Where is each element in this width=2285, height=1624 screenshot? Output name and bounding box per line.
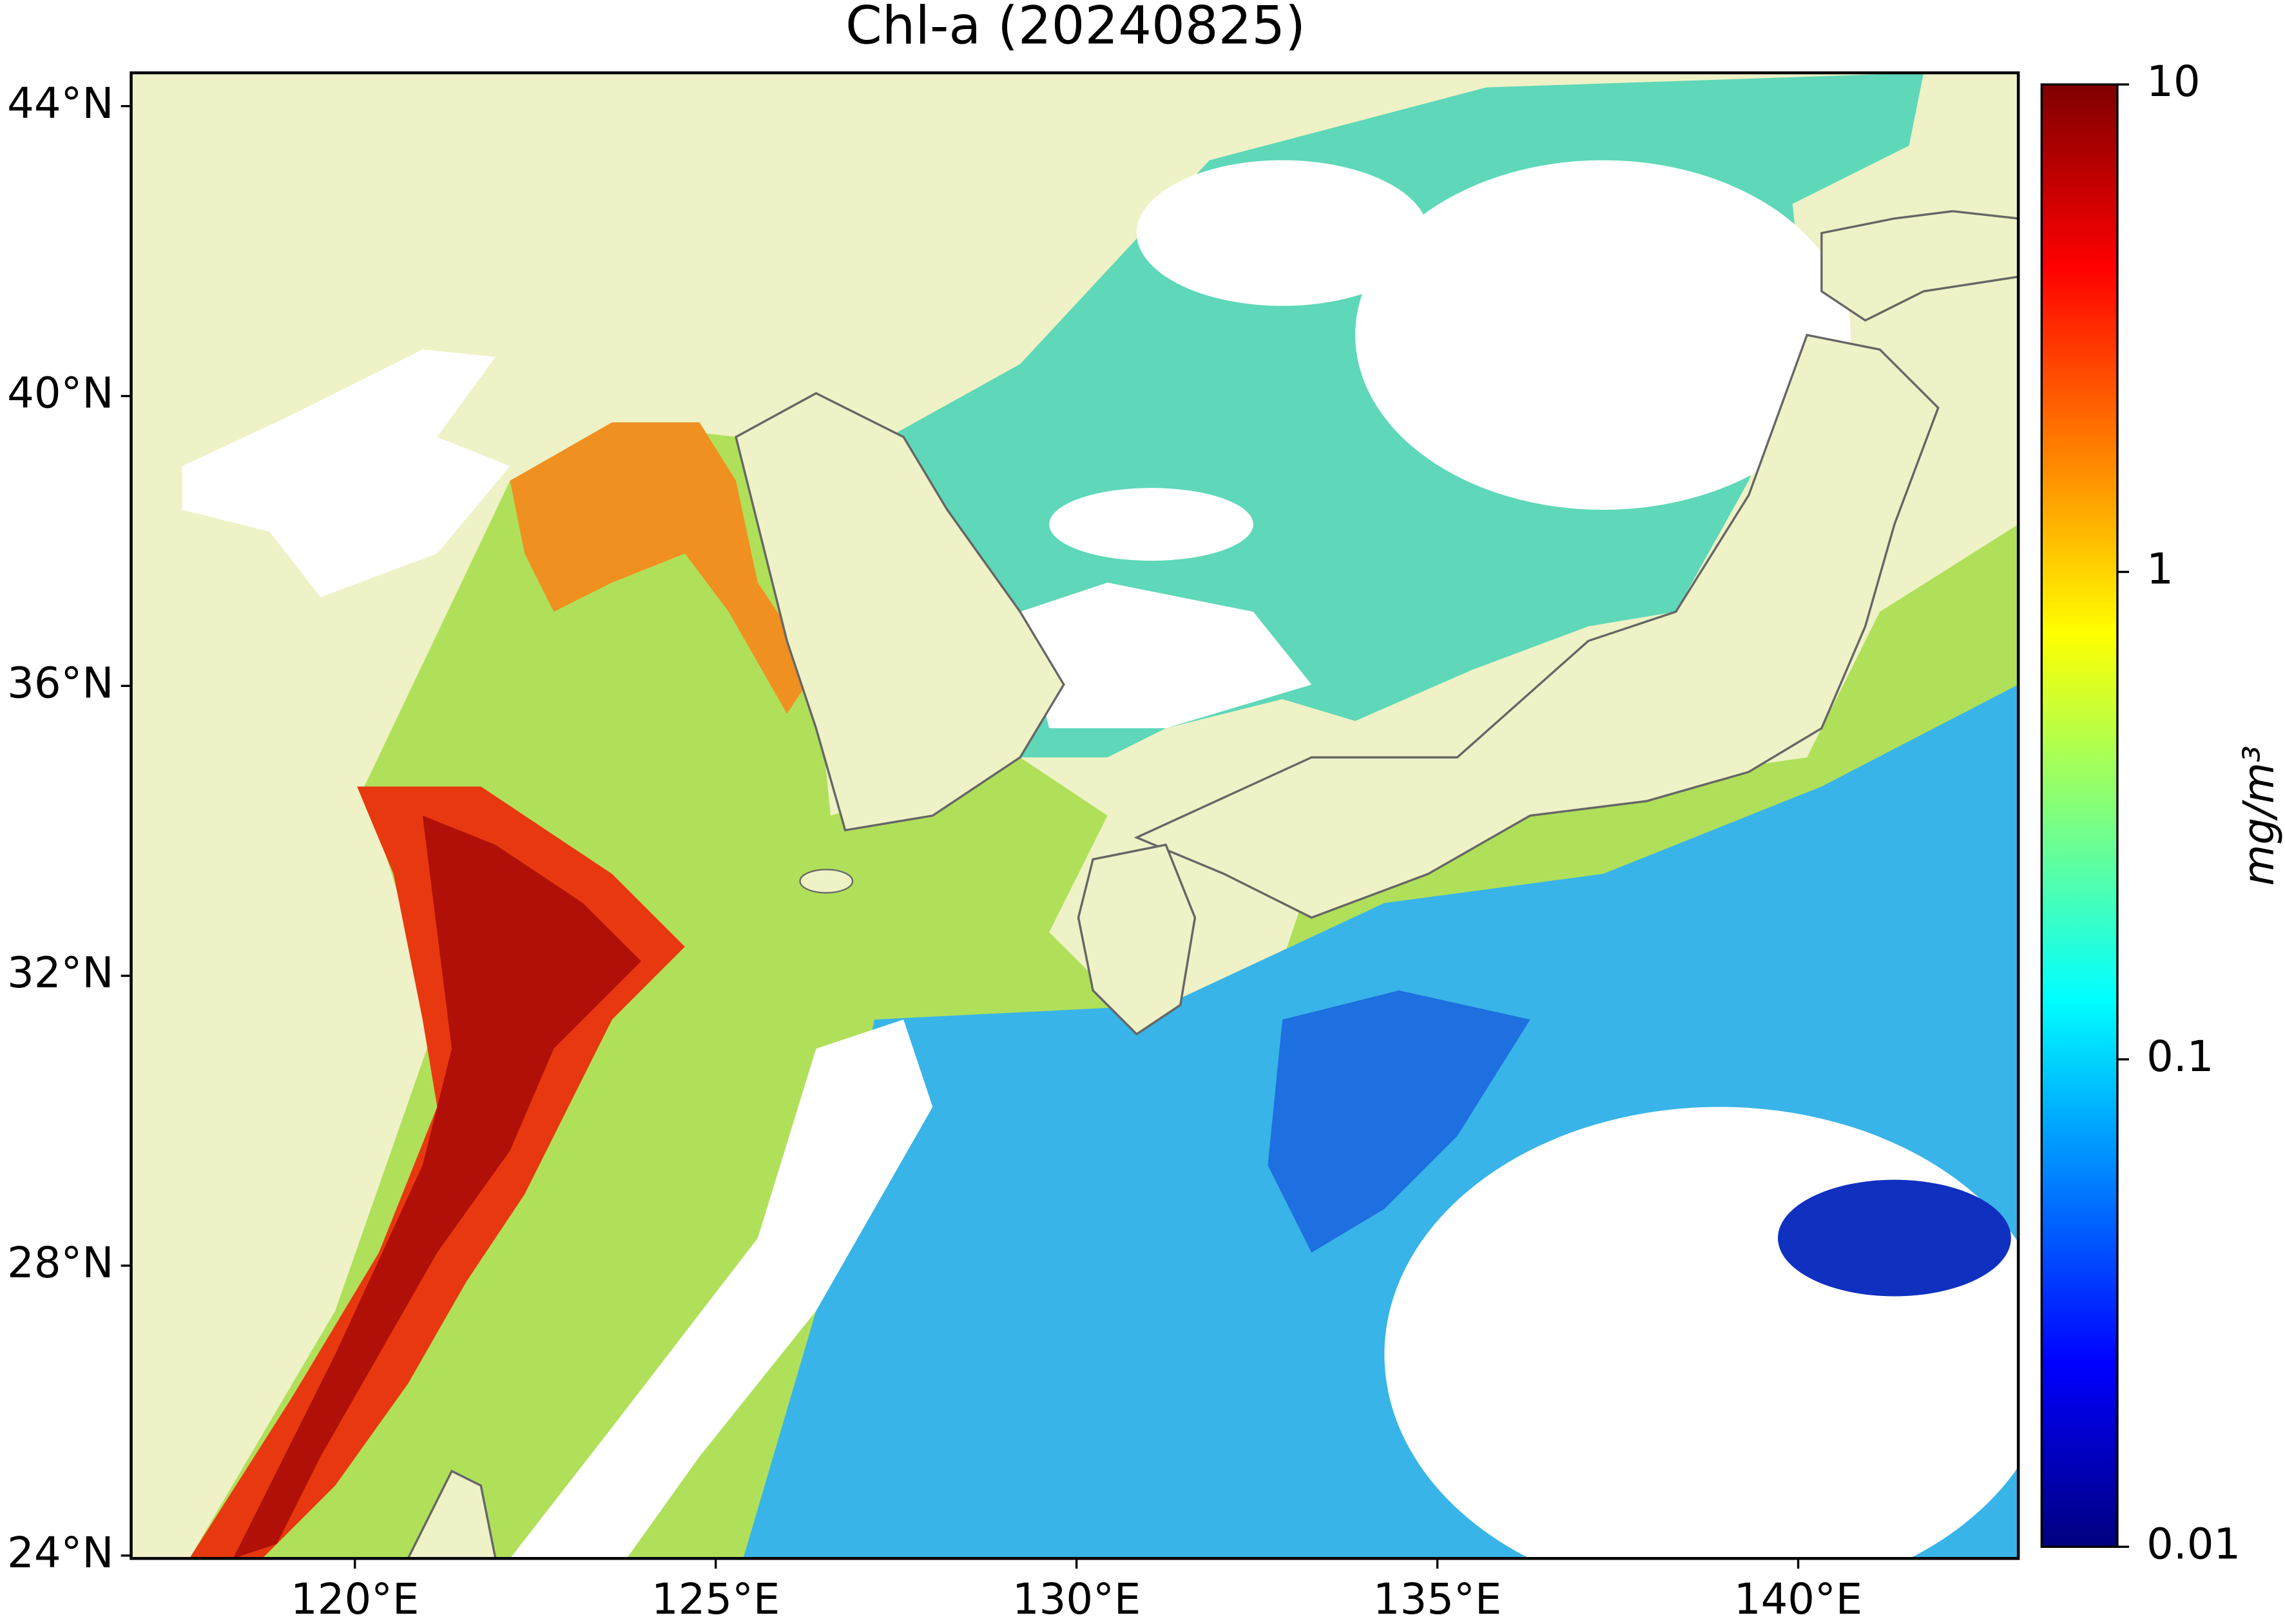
kyushu: [1077, 843, 1197, 1036]
x-tick-label: 130°E: [1012, 1575, 1141, 1624]
cloud: [1384, 1107, 2019, 1559]
hokkaido: [1820, 210, 2019, 322]
colorbar: [2040, 83, 2119, 1548]
cloud: [1049, 488, 1253, 561]
colorbar-label: mg/m³: [2235, 746, 2284, 886]
cloud: [1355, 160, 1851, 510]
y-tick-label: 32°N: [7, 949, 113, 998]
colorbar-tick-label: 10: [2146, 57, 2200, 106]
y-tick-label: 44°N: [7, 79, 113, 128]
map-title: Chl-a (20240825): [845, 0, 1306, 57]
x-tick-label: 135°E: [1373, 1575, 1501, 1624]
taiwan: [407, 1469, 497, 1559]
map-image: [131, 73, 2019, 1559]
colorbar-tick-label: 0.01: [2146, 1520, 2241, 1569]
x-tick-label: 140°E: [1734, 1575, 1862, 1624]
colorbar-tick-label: 0.1: [2146, 1032, 2213, 1081]
oligotrophic-waters: [1268, 990, 1530, 1253]
y-tick-label: 28°N: [7, 1239, 113, 1288]
colorbar-tick-label: 1: [2146, 545, 2174, 594]
x-tick-label: 120°E: [291, 1575, 419, 1624]
y-tick-label: 36°N: [7, 659, 113, 708]
oligotrophic-waters: [1778, 1179, 2011, 1297]
cloud: [1136, 160, 1429, 306]
y-tick-label: 24°N: [7, 1529, 113, 1578]
coastal-bloom-core: [233, 815, 642, 1559]
cloud: [1020, 583, 1312, 729]
korea: [735, 392, 1065, 832]
bohai-bloom: [510, 422, 816, 714]
x-tick-label: 125°E: [651, 1575, 780, 1624]
cloud: [510, 1020, 933, 1559]
honshu: [1133, 333, 1940, 919]
map-frame: [130, 71, 2020, 1560]
bohai-clouds: [182, 349, 510, 597]
y-tick-label: 40°N: [7, 369, 113, 418]
jeju: [799, 869, 854, 894]
